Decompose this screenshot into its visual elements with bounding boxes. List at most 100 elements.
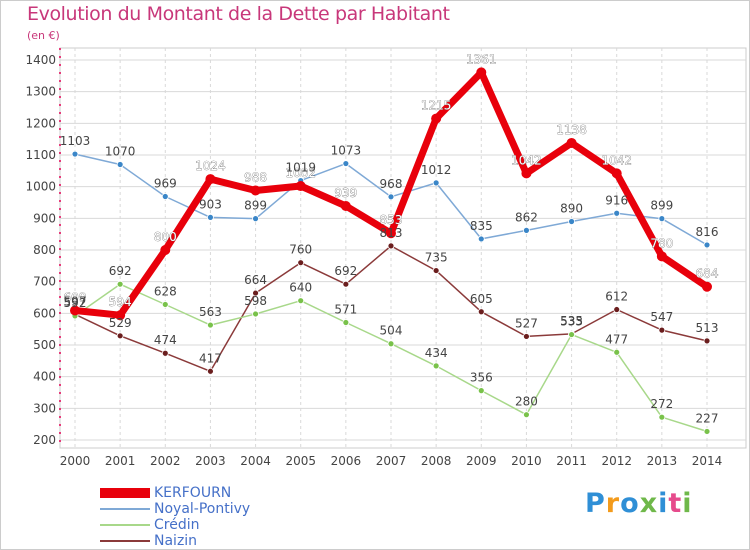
- data-point: [658, 326, 666, 334]
- y-tick-label: 300: [33, 401, 56, 415]
- data-label: 527: [515, 316, 538, 330]
- data-label: 640: [289, 281, 312, 295]
- data-point: [523, 226, 530, 234]
- legend-item-noyal-pontivy[interactable]: Noyal-Pontivy: [100, 501, 360, 517]
- data-label: 571: [334, 303, 357, 317]
- x-tick-label: 2002: [150, 454, 181, 468]
- data-point: [295, 181, 306, 192]
- data-label: 1070: [105, 145, 136, 159]
- data-label: 513: [696, 321, 719, 335]
- data-label: 1042: [601, 153, 632, 167]
- y-tick-label: 900: [33, 211, 56, 225]
- data-point: [207, 321, 214, 329]
- data-point: [658, 215, 666, 223]
- logo-letter: P: [585, 488, 606, 519]
- data-label: 563: [199, 305, 222, 319]
- data-label: 835: [470, 219, 493, 233]
- data-point: [658, 413, 666, 421]
- x-tick-label: 2000: [60, 454, 91, 468]
- logo-letter: r: [605, 488, 621, 519]
- data-label: 529: [109, 316, 132, 330]
- data-point: [250, 185, 261, 196]
- data-label: 780: [650, 236, 673, 250]
- logo-letter: x: [639, 488, 659, 519]
- data-label: 916: [605, 193, 628, 207]
- data-label: 684: [696, 267, 719, 281]
- data-point: [432, 179, 440, 187]
- data-label: 760: [289, 243, 312, 257]
- data-point: [477, 387, 485, 395]
- data-point: [340, 200, 351, 211]
- data-label: 477: [605, 332, 628, 346]
- data-label: 664: [244, 273, 267, 287]
- data-point: [387, 193, 395, 201]
- y-tick-label: 1000: [25, 180, 56, 194]
- legend-swatch-noyal-pontivy: [100, 508, 150, 510]
- data-point: [476, 67, 487, 78]
- logo-letter: t: [668, 488, 683, 519]
- data-point: [703, 241, 711, 249]
- legend-swatch-kerfourn: [100, 488, 150, 498]
- data-label: 434: [425, 346, 448, 360]
- legend-label-kerfourn: KERFOURN: [154, 485, 232, 501]
- data-label: 547: [650, 310, 673, 324]
- y-tick-label: 1300: [25, 85, 56, 99]
- y-tick-label: 800: [33, 243, 56, 257]
- legend-item-naizin[interactable]: Naizin: [100, 533, 360, 549]
- x-tick-label: 2009: [466, 454, 497, 468]
- data-point: [116, 280, 124, 288]
- data-label: 280: [515, 395, 538, 409]
- data-point: [252, 215, 259, 223]
- data-point: [207, 213, 214, 221]
- data-label: 968: [380, 177, 403, 191]
- data-point: [207, 367, 214, 375]
- data-label: 1103: [60, 134, 91, 148]
- data-label: 800: [154, 230, 177, 244]
- data-point: [477, 235, 485, 243]
- data-label: 227: [696, 411, 719, 425]
- x-tick-label: 2012: [601, 454, 632, 468]
- data-point: [386, 228, 396, 239]
- proxiti-logo: Proxiti: [585, 488, 693, 519]
- data-label: 1073: [331, 144, 362, 158]
- x-tick-label: 2010: [511, 454, 542, 468]
- legend-swatch-naizin: [100, 540, 150, 542]
- y-tick-label: 1400: [25, 53, 56, 67]
- data-point: [523, 411, 530, 419]
- data-point: [116, 332, 124, 340]
- data-point: [521, 168, 532, 179]
- legend-item-credin[interactable]: Crédin: [100, 517, 360, 533]
- data-label: 853: [380, 213, 403, 227]
- data-label: 1042: [511, 153, 542, 167]
- data-point: [703, 337, 711, 345]
- logo-letter: i: [682, 488, 693, 519]
- data-point: [70, 305, 80, 316]
- data-point: [161, 193, 169, 200]
- legend-label-naizin: Naizin: [154, 533, 198, 549]
- data-point: [71, 150, 79, 158]
- data-point: [566, 137, 577, 148]
- y-tick-label: 400: [33, 370, 56, 384]
- y-tick-label: 200: [33, 433, 56, 447]
- data-label: 356: [470, 371, 493, 385]
- data-label: 594: [109, 295, 132, 309]
- data-label: 899: [650, 199, 673, 213]
- legend-item-kerfourn[interactable]: KERFOURN: [100, 485, 360, 501]
- x-tick-label: 2005: [285, 454, 316, 468]
- x-tick-label: 2007: [376, 454, 407, 468]
- data-point: [432, 362, 440, 370]
- data-label: 903: [199, 197, 222, 211]
- legend: KERFOURN Noyal-Pontivy Crédin Naizin: [100, 485, 360, 549]
- data-label: 1024: [195, 159, 226, 173]
- data-label: 598: [244, 294, 267, 308]
- x-tick-label: 2008: [421, 454, 452, 468]
- data-point: [431, 113, 442, 124]
- data-point: [342, 280, 350, 288]
- data-point: [568, 331, 575, 338]
- x-tick-label: 2011: [556, 454, 587, 468]
- y-tick-label: 500: [33, 338, 56, 352]
- data-point: [432, 267, 440, 274]
- x-tick-label: 2014: [692, 454, 723, 468]
- y-tick-label: 1200: [25, 116, 56, 130]
